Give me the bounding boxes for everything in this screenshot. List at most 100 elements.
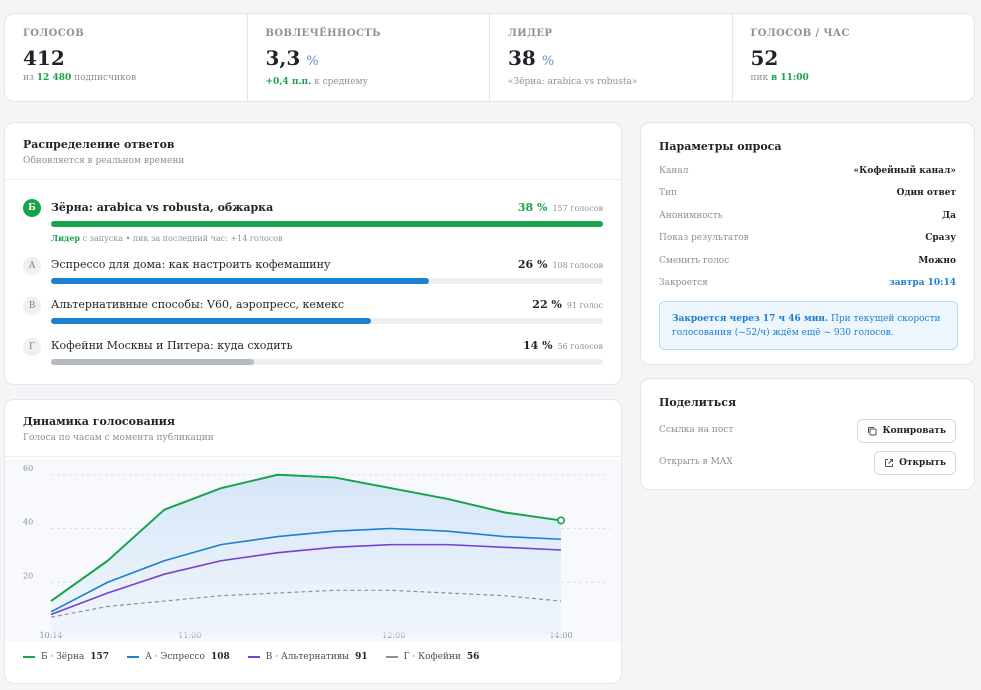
stat-label: ГОЛОСОВ	[23, 28, 85, 39]
legend-label: В · Альтернативы	[265, 652, 350, 662]
stat-label: ГОЛОСОВ / ЧАС	[750, 28, 850, 39]
param-value: Один ответ	[896, 188, 956, 198]
option-count: 157 голосов	[552, 204, 603, 213]
series-end-point	[556, 516, 565, 525]
param-value: Да	[942, 211, 956, 221]
option-bar-fill	[51, 221, 603, 227]
option-letter-badge: Г	[23, 338, 41, 356]
param-row-type: Тип Один ответ	[659, 188, 956, 198]
option-row[interactable]: Г Кофейни Москвы и Питера: куда сходить …	[23, 338, 603, 368]
legend-count: 91	[355, 652, 368, 662]
option-percent: 14 % 56 голосов	[523, 339, 603, 352]
legend-item[interactable]: Г · Кофейни 56	[385, 652, 479, 662]
option-percent: 26 % 108 голосов	[518, 258, 603, 271]
dynamics-card: Динамика голосования Голоса по часам с м…	[4, 399, 622, 684]
stat-value: 38%	[508, 47, 714, 73]
share-row-open: Открыть в MAX Открыть	[659, 451, 956, 475]
option-text: Эспрессо для дома: как настроить кофемаш…	[51, 258, 331, 271]
option-text: Кофейни Москвы и Питера: куда сходить	[51, 339, 293, 352]
series-line	[50, 527, 562, 613]
stat-number: 52	[750, 46, 779, 70]
legend-count: 157	[90, 652, 110, 662]
stat-number: 412	[23, 46, 65, 70]
params-title: Параметры опроса	[659, 140, 782, 153]
stat-number: 3,3	[265, 46, 301, 70]
option-letter-badge: А	[23, 257, 41, 275]
stat-unit: %	[306, 54, 319, 69]
poll-params-card: Параметры опроса Канал «Кофейный канал» Т…	[640, 122, 975, 365]
option-percent-value: 14 %	[522, 339, 553, 352]
option-count: 108 голосов	[552, 261, 603, 270]
param-value: Сразу	[925, 233, 956, 243]
stat-sub-prefix: из	[23, 73, 37, 83]
notice-text: При текущей скорости голосования (~52/ч)…	[672, 314, 941, 338]
stat-votes: ГОЛОСОВ 412 из 12 480 подписчиков	[5, 14, 248, 101]
param-row-anonymous: Анонимность Да	[659, 211, 956, 221]
option-text: Альтернативные способы: V60, аэропресс, …	[51, 298, 345, 311]
param-row-closes: Закроется завтра 10:14	[659, 278, 956, 288]
share-link-label: Ссылка на пост	[659, 425, 734, 435]
stats-bar: ГОЛОСОВ 412 из 12 480 подписчиков ВОВЛЕЧ…	[4, 13, 975, 102]
legend-count: 108	[210, 652, 230, 662]
stat-sub-prefix: пик	[750, 73, 771, 83]
y-tick-label: 20	[23, 571, 33, 580]
stat-sub-highlight: в 11:00	[770, 73, 809, 83]
stat-sub-suffix: к среднему	[311, 77, 368, 87]
stat-votes-per-hour: ГОЛОСОВ / ЧАС 52 пик в 11:00	[733, 14, 975, 101]
option-letter-badge: В	[23, 297, 41, 315]
stat-leader: ЛИДЕР 38% «Зёрна: arabica vs robusta»	[490, 14, 733, 101]
legend-swatch	[247, 656, 260, 658]
copy-icon	[868, 427, 877, 436]
option-row[interactable]: В Альтернативные способы: V60, аэропресс…	[23, 297, 603, 327]
option-row[interactable]: А Эспрессо для дома: как настроить кофем…	[23, 257, 603, 287]
series-line	[50, 543, 562, 616]
distribution-subtitle: Обновляется в реальном времени	[23, 156, 185, 166]
series-area-fill	[51, 474, 561, 636]
votes-line-chart: 20406010:1411:0012:0014:00	[5, 460, 621, 642]
stat-sub: «Зёрна: arabica vs robusta»	[508, 77, 638, 87]
copy-button[interactable]: Копировать	[857, 419, 956, 443]
dynamics-header: Динамика голосования Голоса по часам с м…	[5, 400, 621, 457]
option-percent: 38 % 157 голосов	[518, 201, 603, 214]
option-percent: 22 % 91 голос	[532, 298, 603, 311]
legend-item[interactable]: Б · Зёрна 157	[23, 652, 109, 662]
series-line	[50, 473, 562, 602]
dynamics-subtitle: Голоса по часам с момента публикации	[23, 433, 214, 443]
open-button[interactable]: Открыть	[874, 451, 956, 475]
distribution-title: Распределение ответов	[23, 138, 175, 151]
stat-engagement: ВОВЛЕЧЁННОСТЬ 3,3% +0,4 п.п. к среднему	[248, 14, 490, 101]
stat-value: 3,3%	[266, 47, 472, 73]
param-key: Сменить голос	[659, 256, 730, 266]
leader-label: Лидер	[51, 233, 81, 243]
option-bar-fill	[51, 278, 429, 284]
stat-label: ВОВЛЕЧЁННОСТЬ	[265, 28, 381, 39]
stat-sub-highlight: 12 480	[36, 73, 72, 83]
dynamics-title: Динамика голосования	[23, 415, 176, 428]
stat-value: 412	[23, 47, 229, 69]
legend-item[interactable]: А · Эспрессо 108	[127, 652, 230, 662]
share-card: Поделиться Ссылка на пост Копировать Отк…	[640, 378, 975, 490]
stat-sub: из 12 480 подписчиков	[23, 73, 229, 83]
legend-item[interactable]: В · Альтернативы 91	[247, 652, 368, 662]
param-key: Закроется	[659, 278, 708, 288]
stat-sub-highlight: +0,4 п.п.	[265, 77, 312, 87]
param-key: Анонимность	[659, 211, 723, 221]
param-key: Канал	[659, 166, 689, 176]
legend-swatch	[23, 656, 35, 658]
share-row-link: Ссылка на пост Копировать	[659, 419, 956, 443]
option-bar-track	[51, 278, 603, 284]
chart-legend: Б · Зёрна 157 А · Эспрессо 108 В · Альтерн…	[23, 652, 479, 662]
notice-bold: Закроется через 17 ч 46 мин.	[672, 314, 829, 324]
option-count: 56 голосов	[557, 342, 603, 351]
stat-sub: +0,4 п.п. к среднему	[266, 77, 472, 87]
external-link-icon	[885, 459, 894, 467]
option-row-leader[interactable]: Б Зёрна: arabica vs robusta, обжарка 38 …	[23, 199, 603, 249]
stat-value: 52	[751, 47, 957, 69]
series-line	[50, 589, 562, 618]
option-bar-track	[51, 318, 603, 324]
param-value: «Кофейный канал»	[853, 166, 956, 176]
option-percent-value: 38 %	[517, 201, 548, 214]
legend-label: Б · Зёрна	[41, 652, 85, 662]
param-row-change-vote: Сменить голос Можно	[659, 256, 956, 266]
option-bar-track	[51, 359, 603, 365]
